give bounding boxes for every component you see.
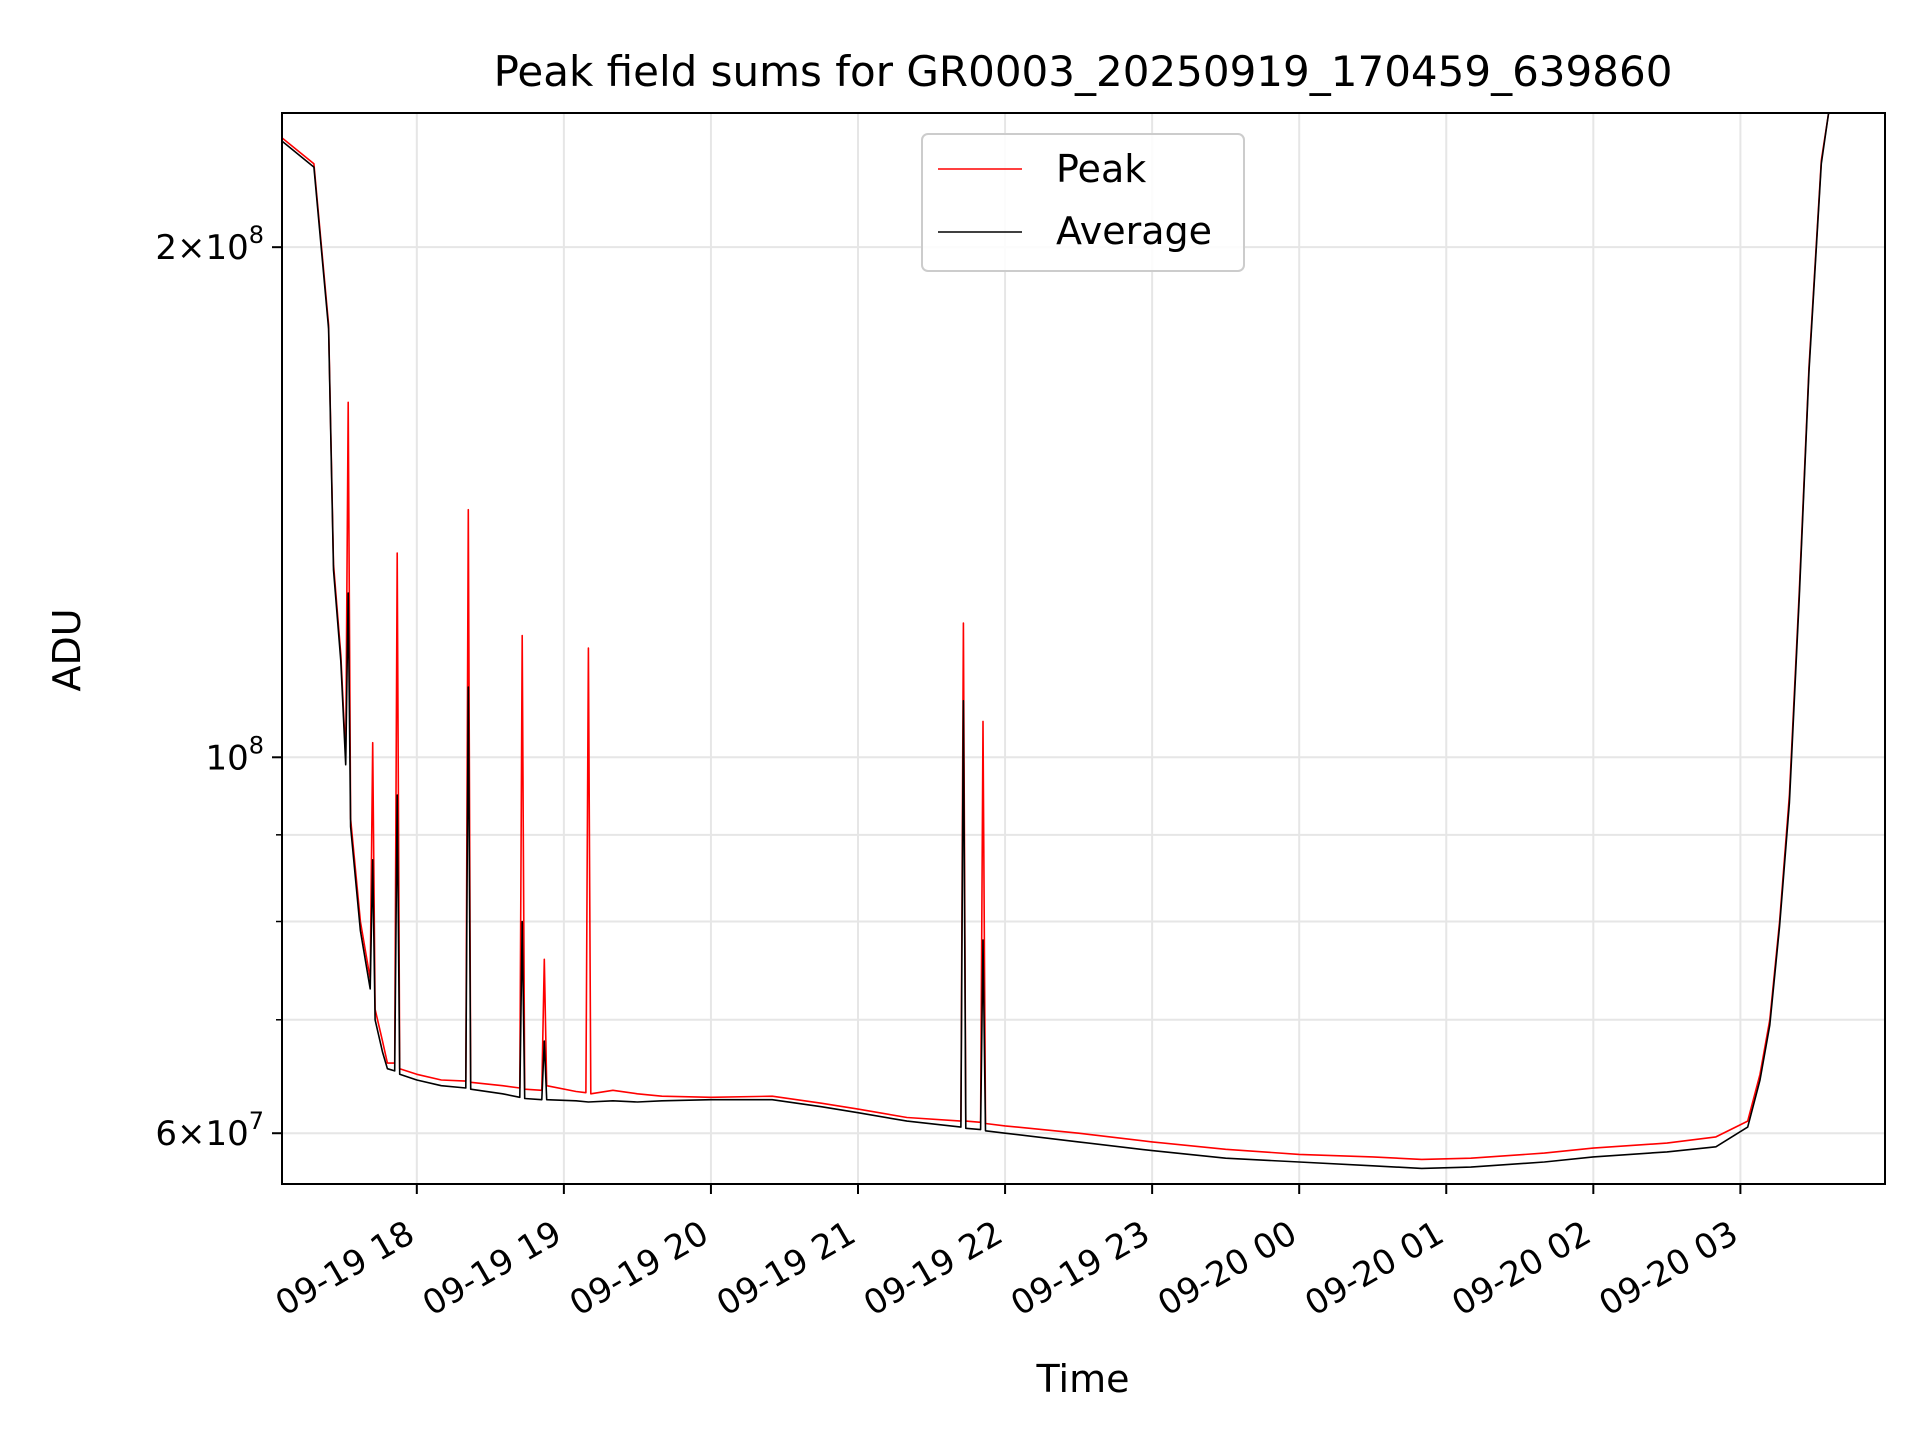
y-tick-label: 2×108 — [155, 221, 264, 268]
legend-label-peak: Peak — [1056, 147, 1146, 191]
legend: Peak Average — [921, 133, 1245, 272]
series-line-peak — [282, 113, 1830, 1161]
series-line-average — [282, 113, 1830, 1170]
x-axis-label: Time — [1036, 1357, 1130, 1401]
chart-title: Peak field sums for GR0003_20250919_1704… — [494, 47, 1673, 96]
legend-label-average: Average — [1056, 209, 1212, 253]
y-tick-label: 6×107 — [155, 1107, 264, 1154]
plot-frame — [281, 112, 1886, 1185]
series-layer — [282, 113, 1830, 1170]
y-axis-ticks: 6×107 108 2×108 — [155, 221, 282, 1154]
y-tick-label: 108 — [205, 731, 264, 778]
y-axis-label: ADU — [45, 608, 89, 691]
